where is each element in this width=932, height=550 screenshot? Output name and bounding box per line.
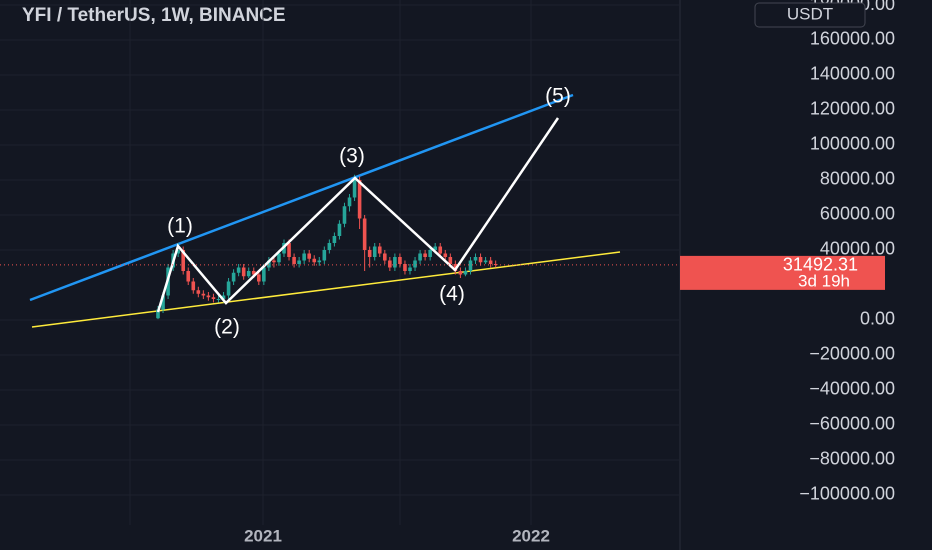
candle-body xyxy=(181,249,185,271)
x-tick-label: 2022 xyxy=(512,526,550,545)
candle-body xyxy=(156,309,160,319)
candle-body xyxy=(362,218,367,250)
lower-trend-line xyxy=(31,251,621,328)
elliott-wave xyxy=(156,117,560,313)
candle-body xyxy=(433,246,437,250)
candle-body xyxy=(236,267,241,273)
candle-body xyxy=(287,242,291,257)
candle-body xyxy=(231,272,236,282)
wave-label: (1) xyxy=(167,215,193,238)
candle-body xyxy=(443,253,448,257)
candle-body xyxy=(161,295,165,310)
candle-body xyxy=(226,281,231,296)
candle-body xyxy=(257,274,261,282)
candle-body xyxy=(246,270,251,277)
y-tick-label: 120000.00 xyxy=(810,99,895,119)
candle-body xyxy=(201,293,206,296)
candle-body xyxy=(357,179,362,219)
currency-button[interactable] xyxy=(754,2,866,28)
y-tick-label: 100000.00 xyxy=(810,134,895,154)
candle-body xyxy=(398,256,402,264)
candle-body xyxy=(438,246,443,254)
candle-body xyxy=(367,249,372,257)
last-price-label: 31492.31 xyxy=(783,255,858,275)
candle-body xyxy=(478,256,483,263)
candle-body xyxy=(423,253,427,257)
candle-body xyxy=(272,260,276,263)
candle-body xyxy=(463,270,468,275)
wave-label: (4) xyxy=(439,283,465,306)
candle-body xyxy=(352,179,357,198)
wave-label: (2) xyxy=(214,316,240,339)
candle-body xyxy=(458,270,463,275)
y-tick-label: 80000.00 xyxy=(820,169,895,189)
candle-body xyxy=(241,267,246,277)
candle-body xyxy=(377,246,382,254)
y-tick-label: −20000.00 xyxy=(809,344,895,364)
candle-body xyxy=(206,295,211,298)
candle-body xyxy=(332,235,337,243)
countdown-label: 3d 19h xyxy=(798,271,850,290)
y-tick-label: 140000.00 xyxy=(810,64,895,84)
candle-body xyxy=(403,263,407,271)
y-tick-label: 60000.00 xyxy=(820,204,895,224)
candle-body xyxy=(307,253,311,259)
candle-body xyxy=(388,260,392,268)
x-tick-label: 2021 xyxy=(244,526,282,545)
y-tick-label: 0.00 xyxy=(860,309,895,329)
candle-body xyxy=(383,253,387,261)
y-tick-label: −60000.00 xyxy=(809,414,895,434)
candle-body xyxy=(267,260,271,268)
candle-body xyxy=(317,260,322,263)
candle-body xyxy=(408,267,412,271)
y-tick-label: −40000.00 xyxy=(809,379,895,399)
currency-button-label: USDT xyxy=(787,4,833,23)
candle-body xyxy=(428,249,432,257)
candle-body xyxy=(277,253,281,263)
candle-body xyxy=(493,263,498,265)
candle-body xyxy=(176,249,180,254)
candle-body xyxy=(327,242,332,250)
candle-body xyxy=(302,253,306,261)
candle-body xyxy=(372,246,377,257)
candle-body xyxy=(186,270,191,282)
chart-title: YFI / TetherUS, 1W, BINANCE xyxy=(22,5,286,26)
candle-body xyxy=(211,297,216,299)
candle-body xyxy=(347,197,352,207)
candle-body xyxy=(312,258,317,263)
candle-body xyxy=(292,256,296,264)
candle-body xyxy=(251,270,256,275)
candle-body xyxy=(468,260,473,271)
last-price-box xyxy=(680,255,885,290)
candle-body xyxy=(221,295,226,299)
y-tick-label: 40000.00 xyxy=(820,239,895,259)
candle-body xyxy=(488,260,493,264)
candle-body xyxy=(196,290,201,294)
candle-body xyxy=(342,206,347,224)
candle-body xyxy=(337,223,342,236)
wave-label: (5) xyxy=(545,85,571,108)
y-tick-label: −80000.00 xyxy=(809,449,895,469)
candle-body xyxy=(448,256,453,264)
candle-body xyxy=(393,256,397,268)
candle-body xyxy=(413,260,417,268)
wave-label: (3) xyxy=(339,145,365,168)
candle-body xyxy=(216,298,221,300)
upper-trend-line xyxy=(29,93,574,302)
candle-body xyxy=(262,267,266,282)
candle-body xyxy=(418,253,422,261)
y-tick-label: 160000.00 xyxy=(810,29,895,49)
candle-body xyxy=(191,281,196,291)
candle-body xyxy=(483,260,488,263)
candle-body xyxy=(297,260,301,264)
y-tick-label: −100000.00 xyxy=(799,484,895,504)
candle-body xyxy=(322,249,327,261)
candle-body xyxy=(473,256,478,261)
